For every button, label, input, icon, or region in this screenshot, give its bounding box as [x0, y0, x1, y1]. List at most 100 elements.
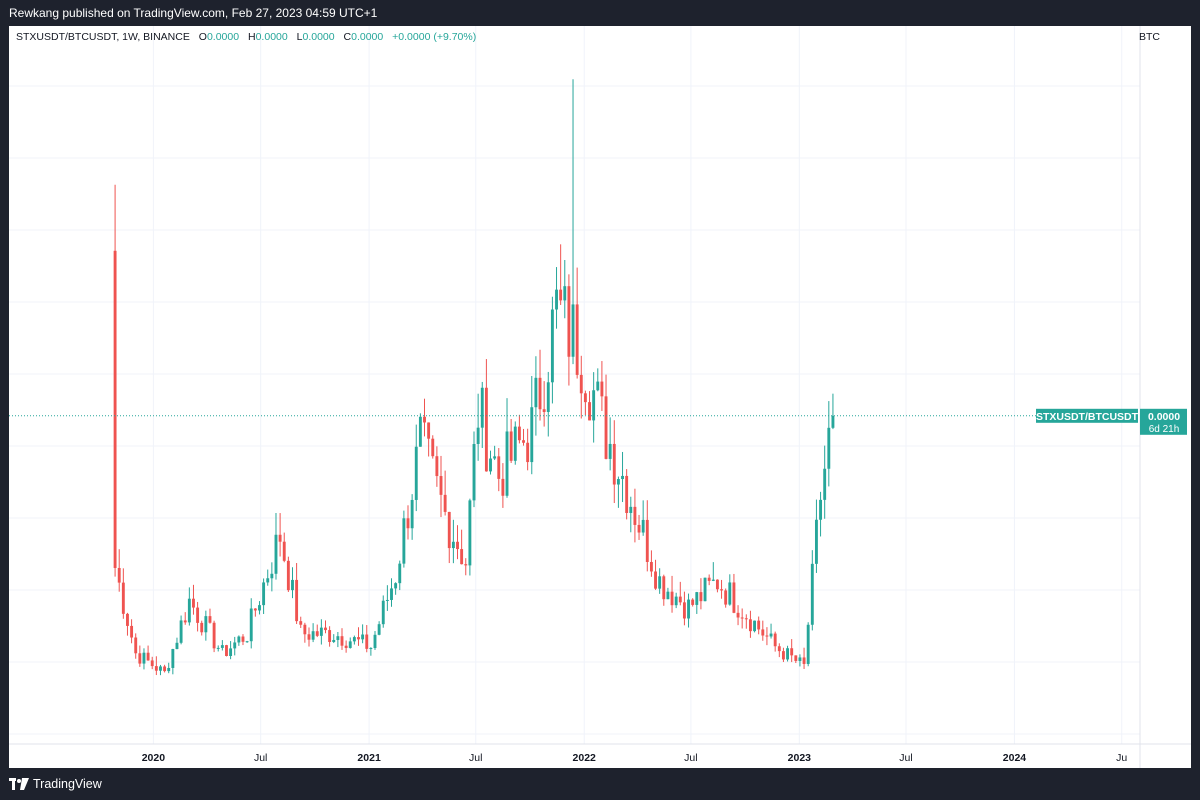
candle-body	[546, 382, 550, 412]
candle-body	[790, 648, 794, 656]
candle-body	[150, 660, 154, 667]
candle-body	[336, 636, 340, 640]
candle-body	[806, 624, 810, 664]
tradingview-icon	[9, 778, 29, 790]
candle-body	[369, 648, 373, 650]
candle-body	[167, 667, 171, 672]
candle-body	[357, 637, 360, 640]
x-tick-label: 2021	[357, 752, 381, 764]
candle-body	[641, 519, 645, 533]
candle-body	[138, 653, 142, 664]
candle-body	[674, 596, 678, 606]
candle-body	[678, 596, 682, 603]
candle-body	[654, 571, 657, 589]
candle-body	[456, 541, 459, 550]
chart-frame[interactable]: 2020 Jul 2021 Jul 2022 Jul 2023 Jul 2024 Ju STXUS…	[9, 26, 1191, 768]
candle-body	[616, 479, 620, 485]
candle-body	[786, 648, 790, 660]
candle-body	[600, 381, 604, 397]
candle-body	[340, 636, 344, 646]
candle-body	[802, 657, 806, 664]
candle-body	[192, 598, 195, 608]
candle-body	[423, 416, 426, 423]
legend-high-value: 0.0000	[255, 31, 288, 43]
candle-body	[814, 519, 818, 564]
candle-body	[596, 381, 600, 391]
candle-body	[777, 646, 781, 652]
candle-body	[225, 645, 228, 656]
candle-body	[658, 576, 662, 589]
candle-body	[810, 563, 814, 625]
candle-body	[249, 608, 253, 642]
candle-body	[534, 377, 538, 408]
candle-body	[682, 602, 686, 619]
published-text: Rewkang published on TradingView.com, Fe…	[9, 6, 378, 20]
footer-brand: TradingView	[33, 777, 102, 791]
candle-body	[703, 577, 707, 602]
x-tick-label: Ju	[1116, 752, 1127, 764]
candle-body	[707, 577, 711, 581]
legend-change: +0.0000 (+9.70%)	[392, 31, 477, 43]
candle-body	[361, 634, 365, 640]
candle-body	[154, 666, 158, 671]
candle-body	[303, 624, 307, 635]
candle-body	[728, 582, 732, 605]
candle-body	[117, 567, 121, 583]
candle-body	[555, 289, 558, 310]
candle-body	[489, 458, 492, 472]
candle-body	[352, 637, 356, 642]
x-tick-label: Jul	[254, 752, 267, 764]
candle-body	[575, 304, 579, 375]
candle-body	[348, 641, 352, 648]
x-tick-label: 2022	[573, 752, 597, 764]
candle-body	[414, 446, 418, 500]
price-tag-value: 0.0000	[1148, 411, 1180, 423]
candle-body	[604, 396, 608, 459]
candle-body	[666, 591, 670, 600]
candles	[113, 79, 835, 676]
x-tick-label: 2024	[1003, 752, 1027, 764]
candle-body	[212, 622, 216, 649]
candle-body	[592, 390, 596, 421]
price-chart[interactable]: 2020 Jul 2021 Jul 2022 Jul 2023 Jul 2024 Ju STXUS…	[9, 26, 1191, 768]
candle-body	[324, 627, 327, 631]
tradingview-logo[interactable]: TradingView	[9, 777, 102, 791]
candle-body	[542, 409, 546, 412]
candle-body	[262, 582, 266, 606]
candle-body	[823, 468, 827, 500]
candle-body	[476, 427, 480, 445]
currency-label: BTC	[1139, 31, 1160, 43]
candle-body	[559, 289, 563, 301]
candle-body	[146, 652, 150, 661]
candle-body	[204, 616, 208, 633]
legend-open-value: 0.0000	[206, 31, 240, 43]
x-tick-label: Jul	[469, 752, 482, 764]
candle-body	[175, 642, 179, 650]
candle-body	[781, 651, 785, 660]
candle-body	[748, 619, 752, 632]
candle-body	[691, 599, 695, 605]
candle-body	[402, 518, 406, 564]
candle-body	[583, 393, 587, 403]
candle-body	[509, 431, 513, 461]
candle-body	[522, 440, 525, 443]
legend-high-label: H	[248, 31, 256, 43]
candle-body	[819, 499, 823, 520]
candle-body	[538, 377, 542, 410]
candle-body	[794, 655, 798, 661]
candle-body	[266, 578, 270, 583]
candle-body	[563, 286, 567, 301]
candle-body	[253, 608, 257, 611]
legend-close-value: 0.0000	[351, 31, 384, 43]
candle-body	[208, 616, 212, 623]
candle-body	[513, 426, 517, 461]
candle-body	[183, 620, 187, 623]
candle-body	[662, 576, 666, 600]
price-tag-bg	[1140, 408, 1187, 435]
footer: TradingView	[0, 768, 1200, 800]
candle-body	[258, 605, 261, 611]
candle-body	[765, 635, 769, 637]
candle-body	[493, 456, 497, 459]
candle-body	[629, 506, 633, 513]
candle-body	[744, 618, 748, 620]
